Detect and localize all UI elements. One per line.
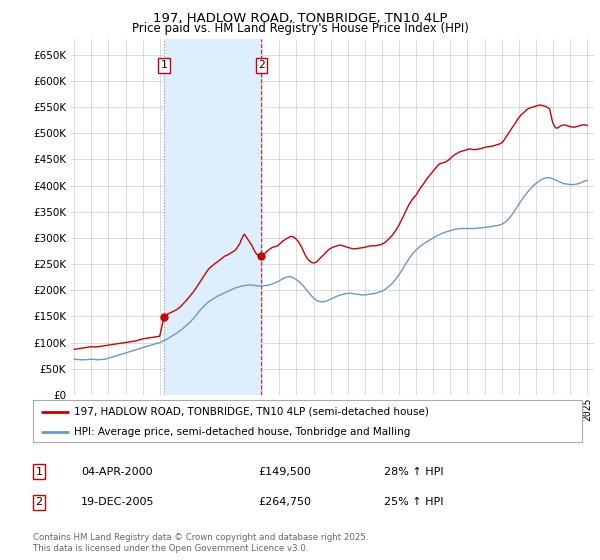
- Text: 2: 2: [35, 497, 43, 507]
- Text: 1: 1: [161, 60, 167, 71]
- Text: 04-APR-2000: 04-APR-2000: [81, 466, 152, 477]
- Bar: [164, 39, 262, 395]
- Text: £149,500: £149,500: [258, 466, 311, 477]
- Text: 25% ↑ HPI: 25% ↑ HPI: [384, 497, 443, 507]
- Text: 197, HADLOW ROAD, TONBRIDGE, TN10 4LP: 197, HADLOW ROAD, TONBRIDGE, TN10 4LP: [153, 12, 447, 25]
- Text: Price paid vs. HM Land Registry's House Price Index (HPI): Price paid vs. HM Land Registry's House …: [131, 22, 469, 35]
- Text: £264,750: £264,750: [258, 497, 311, 507]
- Text: 1: 1: [35, 466, 43, 477]
- Text: 28% ↑ HPI: 28% ↑ HPI: [384, 466, 443, 477]
- Text: 197, HADLOW ROAD, TONBRIDGE, TN10 4LP (semi-detached house): 197, HADLOW ROAD, TONBRIDGE, TN10 4LP (s…: [74, 407, 429, 417]
- Text: HPI: Average price, semi-detached house, Tonbridge and Malling: HPI: Average price, semi-detached house,…: [74, 427, 410, 437]
- Text: 19-DEC-2005: 19-DEC-2005: [81, 497, 155, 507]
- Text: Contains HM Land Registry data © Crown copyright and database right 2025.
This d: Contains HM Land Registry data © Crown c…: [33, 533, 368, 553]
- Text: 2: 2: [258, 60, 265, 71]
